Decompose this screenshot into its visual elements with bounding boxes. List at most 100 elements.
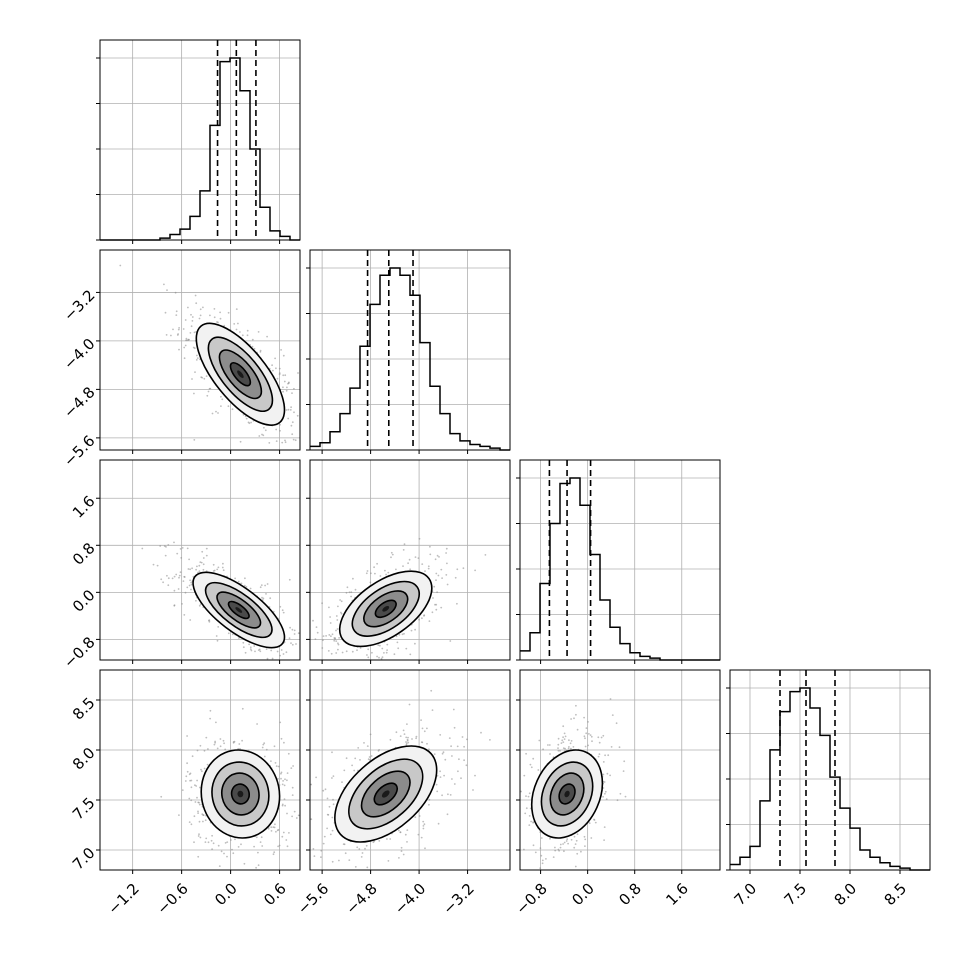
scatter-point (160, 795, 163, 798)
scatter-point (221, 566, 224, 569)
scatter-point (321, 647, 324, 649)
scatter-point (284, 804, 286, 807)
scatter-point (570, 747, 572, 750)
scatter-point (406, 829, 409, 831)
scatter-point (427, 565, 430, 568)
scatter-point (583, 716, 585, 719)
scatter-point (291, 643, 294, 646)
scatter-point (218, 865, 221, 867)
scatter-point (334, 637, 337, 640)
scatter-point (322, 842, 325, 845)
scatter-point (250, 649, 253, 652)
scatter-point (293, 633, 296, 635)
scatter-point (166, 289, 168, 291)
scatter-point (541, 859, 544, 862)
scatter-point (190, 313, 192, 316)
scatter-point (602, 795, 604, 798)
scatter-point (286, 812, 288, 815)
scatter-point (563, 850, 565, 853)
scatter-point (265, 593, 267, 595)
y-tick-label: 8.0 (69, 744, 99, 774)
scatter-point (188, 821, 191, 823)
scatter-point (406, 841, 408, 843)
histogram-panel-1 (306, 249, 511, 454)
scatter-point (291, 786, 294, 789)
scatter-point (189, 779, 192, 782)
scatter-point (368, 756, 371, 758)
scatter-point (557, 737, 560, 740)
scatter-point (603, 839, 605, 841)
scatter-point (206, 394, 209, 397)
scatter-point (527, 795, 530, 798)
scatter-point (421, 617, 423, 620)
scatter-point (583, 835, 586, 838)
y-tick-label: 7.5 (69, 794, 99, 824)
scatter-point (205, 547, 208, 550)
scatter-point (197, 801, 200, 804)
scatter-point (342, 843, 345, 845)
scatter-point (141, 547, 144, 550)
scatter-point (207, 390, 210, 393)
scatter-point (253, 845, 256, 848)
axes-frame (309, 249, 511, 451)
scatter-point (575, 704, 577, 707)
x-tick-label: 8.0 (831, 880, 861, 910)
scatter-point (287, 752, 290, 755)
scatter-point (289, 409, 292, 411)
scatter-point (200, 768, 202, 771)
scatter-point (333, 639, 336, 642)
scatter-point (462, 567, 465, 570)
scatter-point (178, 327, 181, 329)
pair-panel-3-1 (306, 669, 511, 874)
scatter-point (424, 847, 426, 850)
scatter-point (187, 306, 189, 309)
scatter-point (372, 841, 375, 844)
scatter-point (183, 614, 186, 616)
scatter-point (386, 649, 388, 651)
scatter-point (281, 783, 284, 786)
scatter-point (385, 651, 388, 654)
scatter-point (611, 714, 614, 716)
scatter-point (188, 797, 191, 800)
scatter-point (217, 321, 219, 324)
scatter-point (332, 798, 334, 801)
scatter-point (195, 359, 198, 361)
scatter-point (407, 741, 410, 744)
scatter-point (190, 799, 193, 802)
scatter-point (284, 439, 286, 442)
scatter-point (167, 584, 170, 587)
scatter-point (245, 417, 248, 420)
scatter-point (291, 815, 293, 818)
scatter-point (241, 739, 244, 742)
scatter-point (297, 372, 299, 374)
scatter-point (237, 322, 239, 325)
scatter-point (265, 648, 268, 650)
scatter-point (366, 570, 369, 572)
scatter-point (272, 853, 275, 856)
y-tick-label: 1.6 (69, 492, 99, 522)
scatter-point (173, 604, 176, 607)
scatter-point (297, 632, 300, 635)
scatter-point (262, 743, 265, 746)
scatter-point (554, 849, 557, 852)
scatter-point (186, 762, 189, 765)
scatter-point (414, 816, 417, 818)
scatter-point (184, 591, 187, 594)
scatter-point (193, 815, 196, 818)
scatter-point (438, 556, 440, 558)
x-tick-label: 0.0 (211, 880, 241, 910)
scatter-point (439, 770, 441, 773)
scatter-point (274, 762, 277, 764)
scatter-point (290, 642, 292, 644)
scatter-point (276, 377, 279, 380)
density-contour (382, 605, 390, 612)
scatter-point (283, 741, 285, 744)
x-tick-label: 0.6 (260, 880, 290, 910)
scatter-point (175, 314, 178, 316)
scatter-point (282, 780, 284, 782)
scatter-point (523, 848, 525, 851)
scatter-point (439, 734, 442, 736)
x-tick-label: 0.0 (568, 880, 598, 910)
scatter-point (421, 563, 424, 565)
scatter-point (251, 338, 254, 341)
